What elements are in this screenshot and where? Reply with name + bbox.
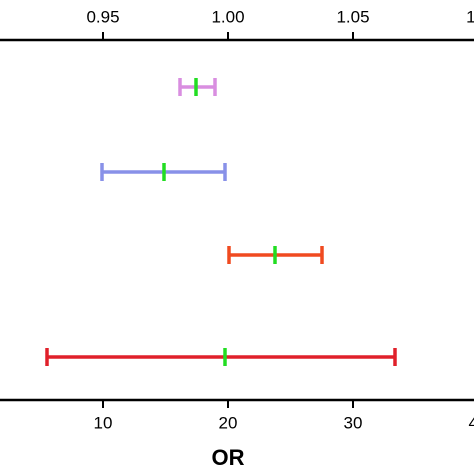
x-tick-label: 40: [469, 413, 474, 432]
x-tick-label: 20: [219, 413, 238, 432]
x2-tick-label: 1.05: [336, 7, 369, 26]
x-axis-title: OR: [212, 445, 245, 470]
x2-tick-label: 1.1: [466, 7, 474, 26]
x2-tick-label: 1.00: [211, 7, 244, 26]
x2-tick-label: 0.95: [86, 7, 119, 26]
x-tick-label: 30: [344, 413, 363, 432]
x-tick-label: 10: [94, 413, 113, 432]
